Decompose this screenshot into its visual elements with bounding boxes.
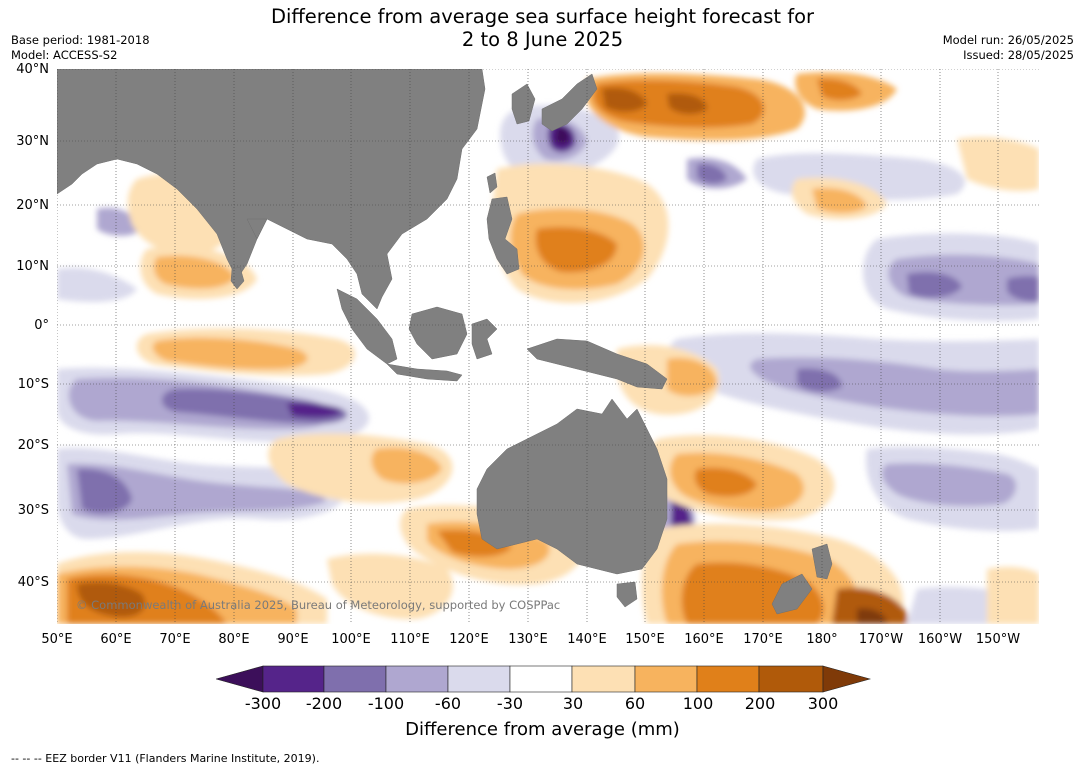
map-title-line1: Difference from average sea surface heig… bbox=[270, 5, 815, 28]
lon-label-120e: 120°E bbox=[449, 632, 489, 647]
land-new-zealand-south bbox=[771, 573, 813, 615]
colorbar-tick-10: 300 bbox=[807, 694, 839, 713]
land-sumatra bbox=[336, 288, 398, 365]
land-taiwan bbox=[486, 172, 498, 194]
map-title-line2: 2 to 8 June 2025 bbox=[461, 28, 624, 51]
lat-label-40n: 40°N bbox=[16, 62, 49, 77]
lon-label-150w: 150°W bbox=[975, 632, 1021, 647]
colorbar-bin-4 bbox=[447, 665, 511, 693]
land-tasmania bbox=[616, 581, 638, 608]
lat-label-40s: 40°S bbox=[17, 575, 49, 590]
colorbar-bin-7 bbox=[634, 665, 698, 693]
colorbar-tick-6: 30 bbox=[562, 694, 584, 713]
lat-label-20n: 20°N bbox=[16, 198, 49, 213]
anomaly-field bbox=[57, 72, 1039, 624]
land-australia bbox=[476, 398, 668, 575]
eez-border-note: -- -- -- EEZ border V11 (Flanders Marine… bbox=[11, 752, 320, 765]
land-java bbox=[386, 363, 463, 382]
colorbar-bin-5 bbox=[509, 665, 573, 693]
colorbar-tick-7: 60 bbox=[624, 694, 646, 713]
colorbar-tick-4: -60 bbox=[434, 694, 462, 713]
colorbar-tick-8: 100 bbox=[682, 694, 714, 713]
lon-label-160e: 160°E bbox=[684, 632, 724, 647]
colorbar-bin-2 bbox=[323, 665, 387, 693]
negative-anomalies bbox=[57, 105, 1039, 624]
colorbar-tick-5: -30 bbox=[496, 694, 524, 713]
colorbar-bin-6 bbox=[571, 665, 636, 693]
lon-label-110e: 110°E bbox=[390, 632, 430, 647]
lon-label-100e: 100°E bbox=[331, 632, 371, 647]
land-sulawesi bbox=[471, 318, 498, 360]
issued-date: Issued: 28/05/2025 bbox=[963, 48, 1074, 62]
lon-label-50e: 50°E bbox=[41, 632, 73, 647]
colorbar-tick-9: 200 bbox=[744, 694, 776, 713]
lon-label-160w: 160°W bbox=[917, 632, 963, 647]
lon-label-80e: 80°E bbox=[218, 632, 250, 647]
land-korea bbox=[511, 83, 536, 125]
colorbar-bin-8 bbox=[696, 665, 760, 693]
land-asia bbox=[57, 69, 486, 310]
lat-label-10s: 10°S bbox=[17, 377, 49, 392]
lat-label-0: 0° bbox=[34, 318, 49, 333]
graticule bbox=[57, 69, 1039, 624]
lon-label-90e: 90°E bbox=[277, 632, 309, 647]
colorbar-tick-3: -100 bbox=[367, 694, 405, 713]
colorbar-tick-1: -300 bbox=[244, 694, 282, 713]
land-masses bbox=[57, 69, 833, 615]
land-japan bbox=[541, 73, 598, 132]
meta-left: Base period: 1981-2018 Model: ACCESS-S2 bbox=[11, 33, 150, 63]
lat-label-20s: 20°S bbox=[17, 438, 49, 453]
lon-label-130e: 130°E bbox=[508, 632, 548, 647]
colorbar bbox=[216, 665, 871, 693]
colorbar-bin-1 bbox=[262, 665, 325, 693]
land-philippines bbox=[486, 196, 520, 275]
land-india bbox=[246, 218, 268, 240]
lon-label-60e: 60°E bbox=[100, 632, 132, 647]
lon-label-180: 180° bbox=[806, 632, 838, 647]
land-sri-lanka bbox=[230, 266, 245, 290]
lon-label-70e: 70°E bbox=[159, 632, 191, 647]
lon-label-150e: 150°E bbox=[625, 632, 665, 647]
model-run: Model run: 26/05/2025 bbox=[942, 33, 1074, 47]
model-name: Model: ACCESS-S2 bbox=[11, 48, 118, 62]
positive-anomalies bbox=[57, 72, 1039, 624]
colorbar-bin-3 bbox=[385, 665, 449, 693]
colorbar-extend-low bbox=[216, 665, 264, 693]
colorbar-tick-2: -200 bbox=[305, 694, 343, 713]
copyright-notice: © Commonwealth of Australia 2025, Bureau… bbox=[76, 598, 561, 612]
sea-surface-height-map bbox=[57, 69, 1039, 624]
land-borneo bbox=[408, 306, 468, 360]
lat-label-10n: 10°N bbox=[16, 259, 49, 274]
base-period: Base period: 1981-2018 bbox=[11, 33, 150, 47]
lon-label-140e: 140°E bbox=[567, 632, 607, 647]
lat-label-30n: 30°N bbox=[16, 134, 49, 149]
land-new-guinea bbox=[526, 338, 668, 390]
meta-right: Model run: 26/05/2025 Issued: 28/05/2025 bbox=[943, 33, 1074, 63]
lat-label-30s: 30°S bbox=[17, 503, 49, 518]
lon-label-170e: 170°E bbox=[743, 632, 783, 647]
lon-label-170w: 170°W bbox=[858, 632, 904, 647]
colorbar-title: Difference from average (mm) bbox=[405, 719, 680, 740]
colorbar-bin-9 bbox=[758, 665, 824, 693]
colorbar-extend-high bbox=[822, 665, 871, 693]
